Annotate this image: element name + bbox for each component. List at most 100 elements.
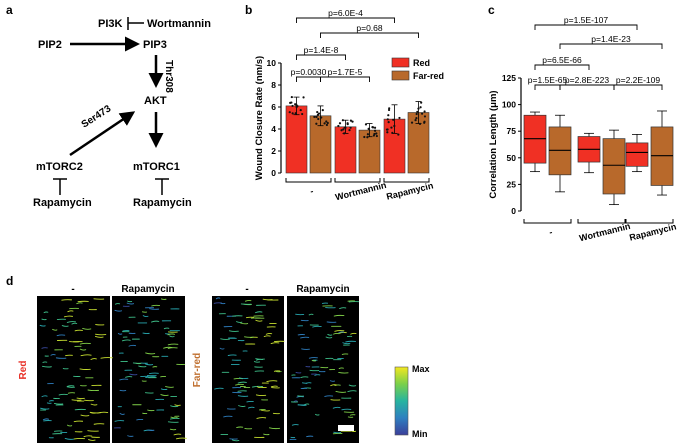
d-streak [93,423,105,425]
d-streak [256,358,263,361]
b-data-point [371,125,374,129]
c-group-label: Rapamycin [628,221,677,242]
d-streak [237,395,249,397]
panel-a-label: a [6,3,13,17]
d-streak [63,315,73,318]
b-data-point [351,120,354,123]
b-sig-3: p=1.4E-8 [296,45,346,60]
d-streak [87,389,100,392]
wortmannin-label: Wortmannin [147,18,211,30]
ser473-label: Ser473 [80,103,114,130]
b-data-point [343,132,346,135]
b-data-point [317,117,320,121]
d-streak [50,354,56,356]
akt-node: AKT [144,95,167,107]
d-streak [270,342,280,344]
d-streak [79,342,91,345]
d-streak [41,365,52,368]
b-data-point [387,121,390,124]
b-group-bracket [285,178,332,183]
d-streak [39,324,46,327]
d-row-label-red: Red [18,361,29,380]
d-streak [220,338,230,340]
d-streak [71,322,78,325]
b-group-label: Rapamycin [385,180,434,201]
d-streak [219,347,225,350]
d-colorbar-min: Min [412,429,428,439]
c-group-label: Wortmannin [578,221,631,243]
c-sig-5-label: p=2.8E-223 [565,75,609,85]
d-streak [333,333,340,335]
panel-c-label: c [488,3,495,17]
d-streak [119,378,129,381]
b-y-axis-label: Wound Closure Rate (nm/s) [254,56,265,180]
d-streak [95,333,107,336]
d-streak [324,395,334,397]
b-legend-swatch-red [391,57,410,68]
d-streak [170,405,179,408]
c-y-tick-label: 75 [507,126,517,136]
b-sig-3-label: p=1.4E-8 [304,45,339,55]
d-streak [142,315,149,318]
d-streak [117,333,123,335]
d-scale-bar [338,425,354,431]
b-y-tick-label: 0 [271,168,276,178]
d-streak [174,404,181,406]
d-streak [308,357,318,359]
d-streak [253,361,261,363]
b-data-point [313,115,316,118]
b-data-point [315,115,318,118]
d-streak [314,374,321,376]
d-streak [269,427,281,430]
b-group-bracket [383,178,430,183]
b-data-point [343,126,346,129]
d-streak [67,310,74,313]
b-data-point [398,116,401,120]
d-streak [256,417,267,419]
b-data-point [301,112,304,116]
d-streak [114,303,121,305]
d-streak [235,383,244,386]
b-data-point [349,119,353,122]
rapamycin-label-left: Rapamycin [33,197,92,209]
d-streak [266,380,278,382]
b-y-tick-label: 10 [267,58,277,68]
b-legend-label: Far-red [413,71,444,81]
d-streak [43,311,49,314]
b-data-point [375,134,378,138]
b-data-point [348,129,351,132]
b-data-point [373,126,377,129]
d-streak [125,376,133,378]
b-data-point [342,128,345,131]
d-streak [149,308,160,310]
d-streak [342,342,351,345]
d-streak [348,384,357,387]
d-streak [160,394,169,396]
d-streak [66,321,76,323]
d-streak [160,388,168,391]
b-data-point [337,124,340,128]
b-data-point [320,116,323,119]
d-col-label-2: Rapamycin [121,284,174,295]
d-row-label-farred: Far-red [192,353,203,387]
b-data-point [414,118,417,122]
d-streak [334,384,341,387]
pip2-node: PIP2 [38,39,62,51]
c-sig-4: p=1.5E-65 [528,75,568,90]
b-sig-2-line [320,32,419,38]
b-data-point [386,131,389,134]
d-streak [329,380,336,382]
b-data-point [420,101,423,104]
d-streak [176,437,187,440]
b-data-point [338,122,342,125]
d-streak [145,376,156,379]
d-streak [58,393,68,396]
b-data-point [385,128,389,131]
d-streak [293,400,298,403]
pip3-node: PIP3 [143,39,167,51]
panel-d: d - Rapamycin - Rapamycin Red Far-red Ma… [6,274,430,443]
d-streak [301,348,310,350]
c-group-bracket [577,219,626,224]
b-significance-brackets: p=6.0E-4 p=0.68 p=1.4E-8 p=0.0030 p=1.7E-5 [291,8,419,82]
d-streak [228,330,239,332]
